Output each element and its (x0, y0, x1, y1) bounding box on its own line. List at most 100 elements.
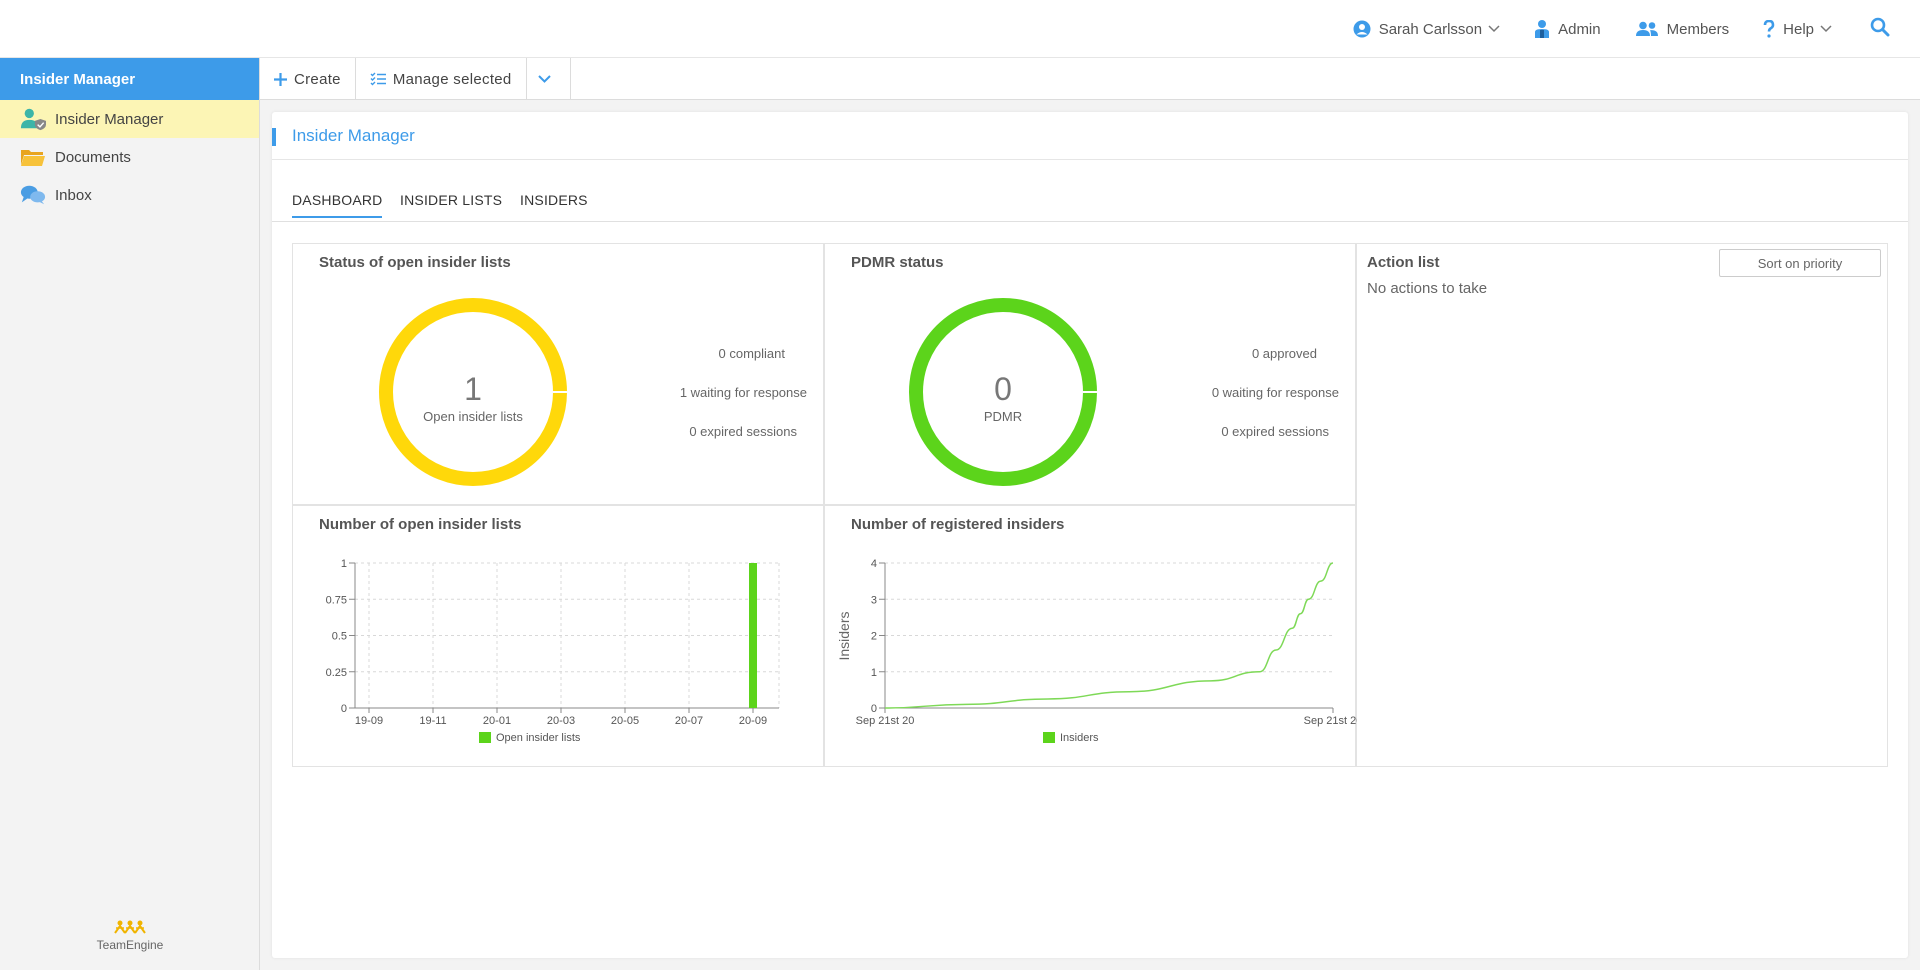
sidebar-item-insider-manager[interactable]: Insider Manager (0, 100, 259, 138)
y-tick-label: 4 (871, 558, 877, 570)
registered-insiders-line-chart: 0 1 2 3 4 Sep 21st 20 Sep 21st 20 Insiders Insid… (836, 558, 1357, 744)
chat-bubbles-icon (20, 182, 46, 208)
sidebar-item-documents[interactable]: Documents (0, 138, 259, 176)
question-icon (1763, 20, 1775, 38)
teamengine-logo-icon (114, 920, 146, 934)
open-lists-donut: 1 Open insider lists (379, 298, 568, 486)
page-title: Insider Manager (292, 125, 415, 145)
panel-title: Status of open insider lists (319, 254, 511, 271)
open-lists-status-panel: Status of open insider lists 1 Open insi… (292, 243, 824, 505)
sort-on-priority-button[interactable]: Sort on priority (1719, 249, 1881, 277)
user-menu[interactable]: Sarah Carlsson (1353, 20, 1500, 38)
panel-title: PDMR status (851, 254, 944, 271)
legend-label: Insiders (1060, 732, 1099, 744)
stat-expired: 0 expired sessions (1221, 424, 1329, 439)
y-tick-label: 0 (871, 703, 877, 715)
action-list-panel: Action list Sort on priority No actions … (1356, 243, 1888, 767)
y-tick-label: 1 (871, 667, 877, 679)
x-tick-label: Sep 21st 20 (856, 715, 915, 727)
x-tick-label: 20-03 (547, 715, 575, 727)
y-tick-label: 0.25 (326, 667, 347, 679)
admin-label: Admin (1558, 20, 1601, 38)
stat-waiting: 0 waiting for response (1211, 385, 1339, 400)
help-menu[interactable]: Help (1763, 20, 1832, 38)
x-tick-label: 20-09 (739, 715, 767, 727)
legend-swatch (479, 732, 491, 743)
tab-insider-lists[interactable]: INSIDER LISTS (400, 192, 503, 208)
sidebar-header: Insider Manager (0, 58, 259, 100)
x-tick-label: Sep 21st 20 (1304, 715, 1357, 727)
y-tick-label: 0.5 (332, 631, 347, 643)
y-tick-label: 0 (341, 703, 347, 715)
title-accent-bar (272, 128, 276, 146)
user-circle-icon (1353, 20, 1371, 38)
y-axis-label: Insiders (836, 611, 852, 660)
admin-link[interactable]: Admin (1534, 19, 1601, 39)
legend-swatch (1043, 732, 1055, 743)
sidebar: Insider Manager Insider Manager Document… (0, 58, 260, 970)
teamengine-logo: TeamEngine (0, 919, 260, 952)
registered-insiders-chart-panel: Number of registered insiders 0 1 2 3 4 Sep 2… (824, 505, 1357, 767)
bar (749, 563, 757, 708)
plus-icon (274, 72, 287, 86)
manage-selected-label: Manage selected (392, 70, 512, 88)
manage-selected-button[interactable]: Manage selected (356, 58, 527, 100)
insider-manager-icon (20, 106, 46, 132)
x-tick-label: 19-11 (419, 715, 446, 727)
search-button[interactable] (1870, 17, 1890, 42)
user-name: Sarah Carlsson (1378, 20, 1483, 38)
logo-text: TeamEngine (96, 938, 164, 952)
top-bar: Sarah Carlsson Admin Members Help (0, 0, 1920, 58)
search-icon (1870, 17, 1890, 36)
members-icon (1635, 21, 1658, 36)
stat-waiting: 1 waiting for response (679, 385, 807, 400)
main-card: Insider Manager DASHBOARD INSIDER LISTS … (272, 112, 1908, 958)
x-tick-label: 19-09 (355, 715, 383, 727)
legend-label: Open insider lists (496, 732, 581, 744)
y-tick-label: 1 (341, 558, 347, 570)
page-header: Insider Manager (272, 112, 1908, 160)
tab-dashboard[interactable]: DASHBOARD (292, 192, 383, 218)
pdmr-status-panel: PDMR status 0 PDMR 0 approved 0 waiting … (824, 243, 1356, 505)
chart-title: Number of registered insiders (851, 516, 1065, 533)
toolbar: Create Manage selected (260, 58, 1920, 100)
chevron-down-icon (1820, 25, 1832, 33)
members-link[interactable]: Members (1635, 20, 1730, 38)
sidebar-item-label: Documents (55, 148, 131, 166)
panel-title: Action list (1367, 254, 1440, 271)
y-tick-label: 2 (871, 631, 877, 643)
y-tick-label: 3 (871, 594, 877, 606)
create-button[interactable]: Create (260, 58, 356, 100)
stat-expired: 0 expired sessions (689, 424, 797, 439)
open-lists-chart-panel: Number of open insider lists 0 0.25 0.5 0.7… (292, 505, 824, 767)
sidebar-item-label: Insider Manager (55, 110, 164, 128)
help-label: Help (1783, 20, 1814, 38)
x-tick-label: 20-01 (483, 715, 511, 727)
folder-icon (20, 144, 46, 170)
no-actions-text: No actions to take (1367, 280, 1488, 297)
pdmr-count: 0 (994, 371, 1012, 407)
sidebar-item-inbox[interactable]: Inbox (0, 176, 259, 214)
pdmr-donut-label: PDMR (984, 409, 1022, 424)
sidebar-item-label: Inbox (55, 186, 92, 204)
y-tick-label: 0.75 (326, 594, 347, 606)
stat-approved: 0 approved (1251, 346, 1317, 361)
series-line (884, 562, 1334, 709)
members-label: Members (1666, 20, 1730, 38)
admin-icon (1535, 20, 1550, 38)
toolbar-dropdown-button[interactable] (527, 58, 571, 100)
tab-insiders[interactable]: INSIDERS (520, 192, 588, 208)
chevron-down-icon (538, 75, 551, 83)
open-lists-donut-label: Open insider lists (423, 409, 523, 424)
top-nav: Sarah Carlsson Admin Members Help (1319, 0, 1920, 58)
open-lists-bar-chart: 0 0.25 0.5 0.75 1 19-09 19-11 20-01 20-03 20-05 20… (326, 558, 780, 744)
checklist-icon (370, 72, 386, 86)
pdmr-donut: 0 PDMR (909, 298, 1098, 486)
stat-compliant: 0 compliant (718, 346, 785, 361)
create-label: Create (294, 70, 341, 88)
x-tick-label: 20-07 (675, 715, 703, 727)
x-tick-label: 20-05 (611, 715, 639, 727)
open-lists-count: 1 (464, 371, 482, 407)
chart-title: Number of open insider lists (319, 516, 522, 533)
chevron-down-icon (1488, 25, 1500, 33)
